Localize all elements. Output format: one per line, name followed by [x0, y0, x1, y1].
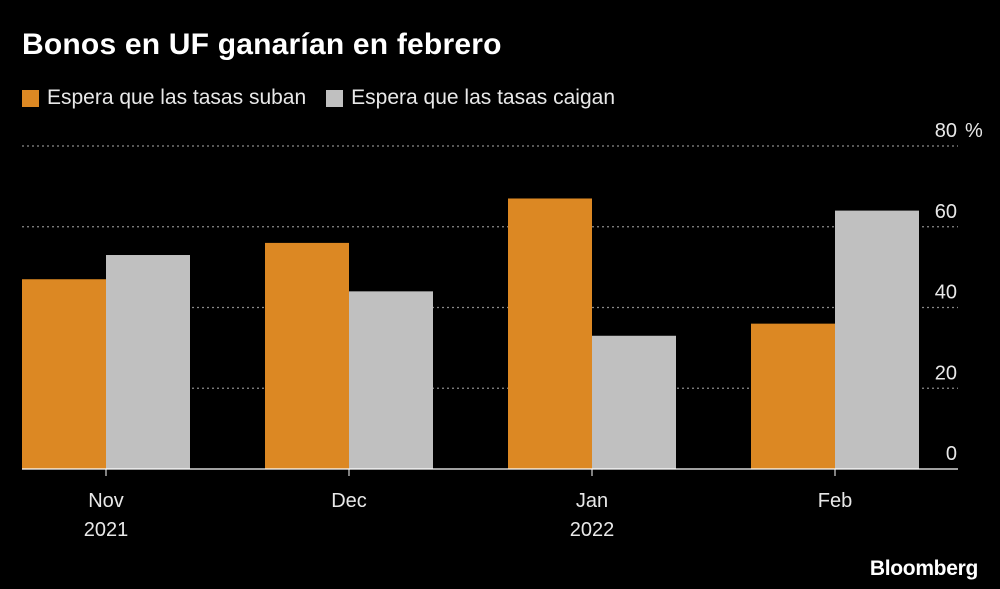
bar	[265, 242, 349, 469]
y-tick-label: 60	[935, 201, 957, 223]
y-tick-label: 20	[935, 362, 957, 384]
bloomberg-logo: Bloomberg	[869, 557, 978, 580]
legend-swatch-fall	[326, 89, 344, 107]
y-unit-label: %	[965, 120, 983, 142]
y-tick-label: 80	[935, 120, 957, 142]
x-tick-label: Dec	[331, 490, 367, 512]
bar	[22, 279, 106, 469]
legend-item-rise: Espera que las tasas suban	[22, 86, 306, 110]
x-tick-label: Nov	[88, 490, 124, 512]
bar	[835, 210, 919, 469]
bar	[106, 255, 190, 469]
bar	[751, 323, 835, 469]
legend-label-fall: Espera que las tasas caigan	[351, 86, 616, 109]
x-tick-sublabel: 2022	[570, 519, 615, 541]
x-tick-label: Feb	[818, 490, 852, 512]
legend-swatch-rise	[22, 89, 39, 107]
x-tick-label: Jan	[576, 490, 608, 512]
x-tick-sublabel: 2021	[84, 519, 129, 541]
legend-item-fall: Espera que las tasas caigan	[326, 86, 615, 110]
bar	[592, 335, 676, 469]
y-tick-label: 0	[946, 443, 957, 465]
legend: Espera que las tasas suban Espera que la…	[22, 86, 635, 110]
bar	[508, 198, 592, 470]
y-tick-label: 40	[935, 282, 957, 304]
chart-title: Bonos en UF ganarían en febrero	[22, 28, 502, 61]
legend-label-rise: Espera que las tasas suban	[47, 86, 307, 109]
bar	[349, 291, 433, 469]
